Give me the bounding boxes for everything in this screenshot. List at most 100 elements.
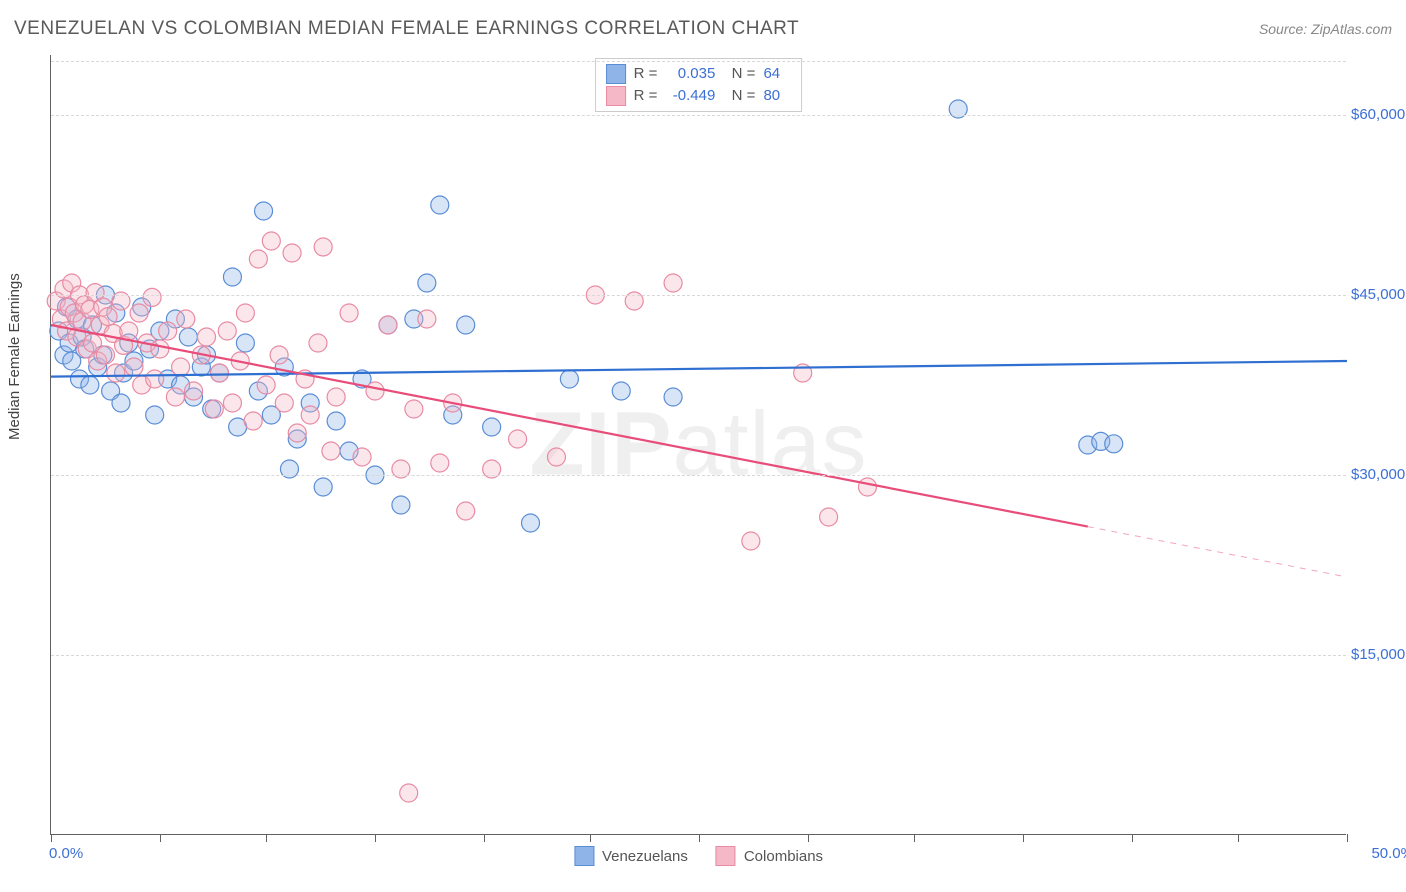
data-point: [236, 304, 254, 322]
data-point: [120, 322, 138, 340]
data-point: [340, 304, 358, 322]
series-name-colombians: Colombians: [744, 848, 823, 865]
data-point: [255, 202, 273, 220]
correlation-legend: R = 0.035 N = 64 R = -0.449 N = 80: [595, 58, 803, 112]
series-name-venezuelans: Venezuelans: [602, 848, 688, 865]
data-point: [275, 394, 293, 412]
n-value-venezuelans: 64: [763, 63, 791, 85]
data-point: [509, 430, 527, 448]
data-point: [112, 394, 130, 412]
data-point: [457, 502, 475, 520]
chart-svg: [51, 55, 1346, 834]
legend-row-venezuelans: R = 0.035 N = 64: [606, 63, 792, 85]
data-point: [309, 334, 327, 352]
data-point: [96, 346, 114, 364]
gridline: [51, 61, 1346, 62]
data-point: [664, 388, 682, 406]
bottom-legend: Venezuelans Colombians: [574, 846, 823, 866]
data-point: [166, 388, 184, 406]
data-point: [288, 424, 306, 442]
data-point: [353, 448, 371, 466]
data-point: [858, 478, 876, 496]
source-attribution: Source: ZipAtlas.com: [1259, 21, 1392, 37]
data-point: [522, 514, 540, 532]
chart-title: VENEZUELAN VS COLOMBIAN MEDIAN FEMALE EA…: [14, 18, 799, 40]
data-point: [483, 418, 501, 436]
data-point: [392, 496, 410, 514]
data-point: [130, 304, 148, 322]
y-tick-label: $30,000: [1351, 466, 1406, 483]
data-point: [257, 376, 275, 394]
data-point: [664, 274, 682, 292]
x-tick-mark: [375, 834, 376, 842]
gridline: [51, 115, 1346, 116]
data-point: [185, 382, 203, 400]
data-point: [143, 288, 161, 306]
data-point: [431, 196, 449, 214]
swatch-colombians: [606, 86, 626, 106]
data-point: [179, 328, 197, 346]
data-point: [172, 358, 190, 376]
r-value-venezuelans: 0.035: [665, 63, 715, 85]
x-tick-mark: [1347, 834, 1348, 842]
data-point: [223, 394, 241, 412]
x-tick-mark: [484, 834, 485, 842]
x-tick-mark: [266, 834, 267, 842]
data-point: [198, 328, 216, 346]
regression-line-extrapolated: [1088, 527, 1347, 577]
n-label: N =: [723, 63, 755, 85]
data-point: [125, 358, 143, 376]
data-point: [223, 268, 241, 286]
x-min-label: 0.0%: [49, 845, 83, 862]
x-tick-mark: [160, 834, 161, 842]
x-tick-mark: [914, 834, 915, 842]
n-value-colombians: 80: [763, 85, 791, 107]
data-point: [418, 310, 436, 328]
data-point: [244, 412, 262, 430]
swatch-venezuelans-bottom: [574, 846, 594, 866]
data-point: [159, 322, 177, 340]
data-point: [1105, 435, 1123, 453]
data-point: [820, 508, 838, 526]
gridline: [51, 475, 1346, 476]
legend-item-colombians: Colombians: [716, 846, 823, 866]
y-tick-label: $45,000: [1351, 286, 1406, 303]
data-point: [379, 316, 397, 334]
data-point: [81, 376, 99, 394]
data-point: [418, 274, 436, 292]
x-max-label: 50.0%: [1371, 845, 1406, 862]
regression-line: [51, 325, 1088, 527]
data-point: [99, 308, 117, 326]
data-point: [322, 442, 340, 460]
n-label: N =: [723, 85, 755, 107]
x-tick-mark: [699, 834, 700, 842]
legend-item-venezuelans: Venezuelans: [574, 846, 688, 866]
data-point: [405, 400, 423, 418]
x-tick-mark: [1238, 834, 1239, 842]
data-point: [457, 316, 475, 334]
data-point: [262, 232, 280, 250]
data-point: [314, 238, 332, 256]
data-point: [236, 334, 254, 352]
r-label: R =: [634, 85, 658, 107]
data-point: [314, 478, 332, 496]
data-point: [742, 532, 760, 550]
data-point: [107, 364, 125, 382]
x-tick-mark: [590, 834, 591, 842]
legend-row-colombians: R = -0.449 N = 80: [606, 85, 792, 107]
r-value-colombians: -0.449: [665, 85, 715, 107]
data-point: [431, 454, 449, 472]
gridline: [51, 655, 1346, 656]
x-tick-mark: [1132, 834, 1133, 842]
data-point: [400, 784, 418, 802]
data-point: [327, 388, 345, 406]
plot-area: ZIPatlas R = 0.035 N = 64 R = -0.449 N =…: [50, 55, 1346, 835]
data-point: [547, 448, 565, 466]
data-point: [560, 370, 578, 388]
y-tick-label: $15,000: [1351, 646, 1406, 663]
r-label: R =: [634, 63, 658, 85]
data-point: [301, 406, 319, 424]
x-tick-mark: [51, 834, 52, 842]
x-tick-mark: [1023, 834, 1024, 842]
data-point: [151, 340, 169, 358]
